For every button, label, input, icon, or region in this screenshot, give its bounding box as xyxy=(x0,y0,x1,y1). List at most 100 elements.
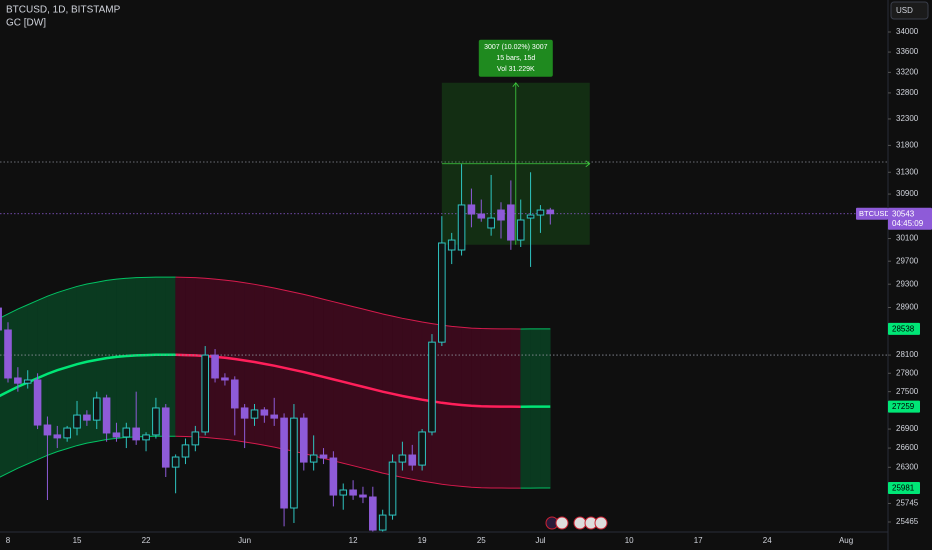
candle-body xyxy=(359,494,367,498)
y-tick-label: 34000 xyxy=(896,27,919,36)
candle-body xyxy=(250,409,259,419)
measure-label: 15 bars, 15d xyxy=(496,55,535,62)
candle-body xyxy=(230,379,239,409)
x-tick-label: 10 xyxy=(625,536,634,545)
countdown-label: 04:45:09 xyxy=(892,219,924,228)
y-tick-label: 32300 xyxy=(896,114,919,123)
event-flags[interactable] xyxy=(545,516,608,530)
band-value-label: 27259 xyxy=(892,402,915,411)
band-value-label: 25981 xyxy=(892,484,915,493)
x-tick-label: Aug xyxy=(839,536,853,545)
plot-area: 3007 (10.02%) 3007 15 bars, 15d Vol 31.229… xyxy=(0,39,888,532)
indicator-name[interactable]: GC [DW] xyxy=(6,18,46,29)
candle-body xyxy=(378,514,387,531)
band-value-box xyxy=(888,322,920,335)
measure-label: 3007 (10.02%) 3007 xyxy=(484,44,548,51)
x-tick-label: 12 xyxy=(349,536,358,545)
candle-body xyxy=(300,417,308,463)
y-tick-label: 26300 xyxy=(896,462,919,471)
candle-body xyxy=(112,432,121,438)
y-tick-label: 25745 xyxy=(896,499,919,508)
overlay: 34000 33600 33200 32800 32300 31800 31300 30900… xyxy=(6,27,932,545)
candle-body xyxy=(23,379,32,384)
last-price-label: 30543 xyxy=(892,209,915,218)
candle-body xyxy=(467,204,476,215)
candle-body xyxy=(221,377,229,381)
candle-body xyxy=(398,454,407,463)
candle-body xyxy=(349,489,357,496)
band-value-box xyxy=(888,400,920,413)
candle-body xyxy=(497,209,505,221)
candle-body xyxy=(211,354,219,379)
candle-body xyxy=(477,213,486,219)
candle-body xyxy=(152,407,160,436)
x-tick-label: 22 xyxy=(142,536,151,545)
candle-body xyxy=(171,456,180,468)
band-fill xyxy=(451,326,462,487)
measure-arrow-head xyxy=(512,82,520,88)
band-fill xyxy=(175,276,186,437)
band-value-label: 28538 xyxy=(892,324,915,333)
candle-body xyxy=(33,379,42,426)
chart-title: BTCUSD, 1D, BITSTAMP xyxy=(6,5,121,16)
event-flag[interactable] xyxy=(573,516,587,530)
y-tick-label: 33600 xyxy=(896,47,919,56)
candle-body xyxy=(63,427,71,439)
band-fill xyxy=(490,328,502,489)
candle-body xyxy=(457,204,466,251)
band-fill xyxy=(116,277,127,439)
candle-body xyxy=(339,489,348,496)
y-tick-label: 26600 xyxy=(896,443,919,452)
x-tick-label: 15 xyxy=(73,536,82,545)
band-fill xyxy=(244,282,255,444)
candle-body xyxy=(4,329,12,379)
band-fill xyxy=(441,324,453,486)
candle-body xyxy=(92,397,101,421)
candle-body xyxy=(526,214,535,219)
candle-body xyxy=(428,341,436,433)
y-tick-label: 29300 xyxy=(896,279,919,288)
measure-label: Vol 31.229K xyxy=(497,66,535,73)
symbol-label: BTCUSD xyxy=(859,209,890,218)
y-tick-label: 28100 xyxy=(896,350,919,359)
event-flag[interactable] xyxy=(555,516,569,530)
candle-body xyxy=(516,219,525,241)
band-fill xyxy=(461,326,472,488)
band-fill xyxy=(500,328,512,489)
y-tick-label: 31300 xyxy=(896,167,919,176)
y-tick-label: 25465 xyxy=(896,517,919,526)
symbol-box xyxy=(856,207,888,220)
candle-body xyxy=(201,354,209,433)
y-tick-label: 32800 xyxy=(896,88,919,97)
measure-arrow-head xyxy=(585,160,591,168)
band-top-line xyxy=(0,276,176,319)
x-tick-label: 8 xyxy=(6,536,11,545)
candle-body xyxy=(191,431,200,446)
candle-body xyxy=(122,427,131,438)
currency-label[interactable]: USD xyxy=(896,6,913,15)
candle-body xyxy=(73,414,81,429)
candle-body xyxy=(309,454,318,463)
band-fill xyxy=(126,277,137,438)
candle-body xyxy=(161,407,170,468)
y-tick-label: 33200 xyxy=(896,67,919,76)
y-tick-label: 30100 xyxy=(896,234,919,243)
event-flag[interactable] xyxy=(594,516,608,530)
y-tick-label: 26900 xyxy=(896,424,919,433)
candle-body xyxy=(280,417,288,509)
candle-body xyxy=(43,424,52,436)
y-tick-label: 29700 xyxy=(896,256,919,265)
band-fill xyxy=(471,327,482,489)
candle-body xyxy=(319,454,328,459)
candle-body xyxy=(14,377,22,384)
candle-body xyxy=(290,417,298,509)
band-fill xyxy=(520,328,531,489)
band-bottom-line xyxy=(175,435,521,489)
candle-body xyxy=(83,414,91,421)
y-tick-label: 27800 xyxy=(896,368,919,377)
currency-button[interactable] xyxy=(890,1,929,20)
y-tick-label: 31800 xyxy=(896,141,919,150)
measure-label-box xyxy=(478,39,553,77)
y-tick-label: 27500 xyxy=(896,387,919,396)
